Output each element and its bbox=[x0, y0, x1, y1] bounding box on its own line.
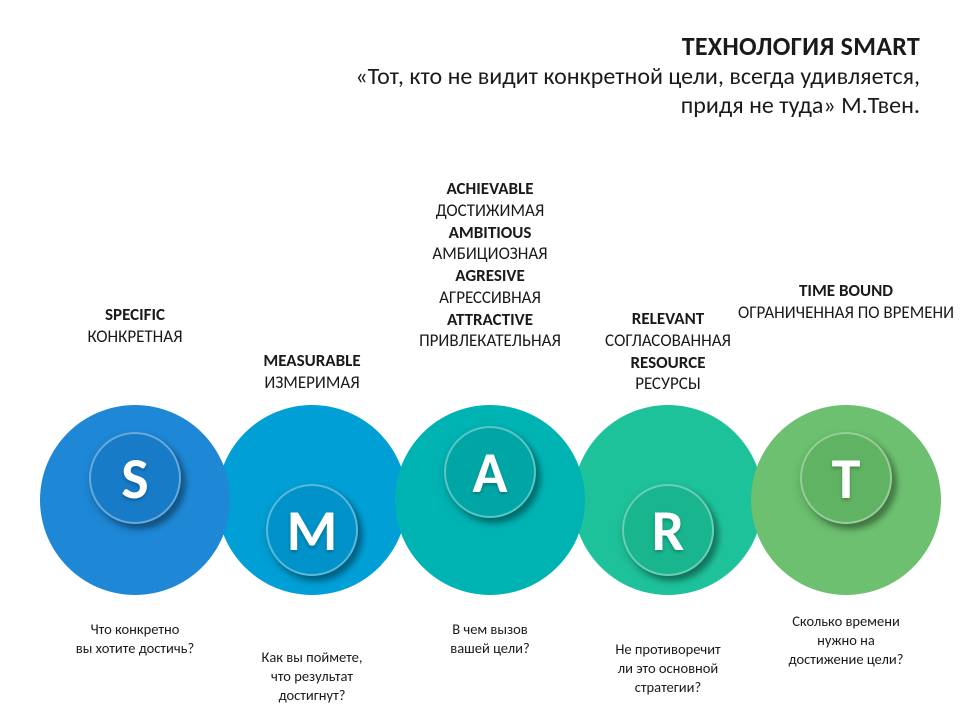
heading-ru-4-0: ОГРАНИЧЕННАЯ ПО ВРЕМЕНИ bbox=[731, 302, 960, 324]
heading-en-4-0: TIME BOUND bbox=[731, 280, 960, 302]
question-0: Что конкретновы хотите достичь? bbox=[35, 620, 235, 658]
circle-inner-s: S bbox=[89, 432, 181, 524]
heading-ru-1-0: ИЗМЕРИМАЯ bbox=[197, 372, 427, 394]
heading-en-0-0: SPECIFIC bbox=[20, 304, 250, 326]
question-3-line2: ли это основной bbox=[568, 659, 768, 678]
question-3-line3: стратегии? bbox=[568, 678, 768, 697]
heading-block-0: SPECIFICКОНКРЕТНАЯ bbox=[20, 304, 250, 348]
page-subtitle-line1: «Тот, кто не видит конкретной цели, всег… bbox=[120, 62, 920, 91]
circle-letter-s: S bbox=[121, 443, 148, 514]
circle-inner-m: M bbox=[266, 484, 358, 576]
question-1-line3: достигнут? bbox=[212, 686, 412, 705]
circle-inner-a: A bbox=[444, 426, 536, 518]
heading-en-1-0: MEASURABLE bbox=[197, 350, 427, 372]
question-4-line1: Сколько времени bbox=[746, 612, 946, 631]
heading-en-3-1: RESOURCE bbox=[553, 352, 783, 374]
heading-ru-2-0: ДОСТИЖИМАЯ bbox=[375, 200, 605, 222]
question-3: Не противоречитли это основнойстратегии? bbox=[568, 640, 768, 697]
circle-inner-r: R bbox=[622, 484, 714, 576]
heading-en-2-1: AMBITIOUS bbox=[375, 222, 605, 244]
page-title: ТЕХНОЛОГИЯ SMART bbox=[120, 30, 920, 62]
question-2-line2: вашей цели? bbox=[390, 639, 590, 658]
question-1-line1: Как вы поймете, bbox=[212, 648, 412, 667]
question-3-line1: Не противоречит bbox=[568, 640, 768, 659]
question-0-line1: Что конкретно bbox=[35, 620, 235, 639]
page-subtitle-line2: придя не туда» М.Твен. bbox=[120, 91, 920, 120]
title-block: ТЕХНОЛОГИЯ SMART «Тот, кто не видит конк… bbox=[120, 30, 920, 120]
question-4: Сколько временинужно надостижение цели? bbox=[746, 612, 946, 669]
heading-en-2-2: AGRESIVE bbox=[375, 265, 605, 287]
circle-letter-m: M bbox=[287, 495, 338, 566]
heading-ru-2-1: АМБИЦИОЗНАЯ bbox=[375, 243, 605, 265]
question-1: Как вы поймете,что результатдостигнут? bbox=[212, 648, 412, 705]
heading-ru-2-2: АГРЕССИВНАЯ bbox=[375, 287, 605, 309]
question-0-line2: вы хотите достичь? bbox=[35, 639, 235, 658]
heading-block-1: MEASURABLEИЗМЕРИМАЯ bbox=[197, 350, 427, 394]
question-2-line1: В чем вызов bbox=[390, 620, 590, 639]
heading-block-4: TIME BOUNDОГРАНИЧЕННАЯ ПО ВРЕМЕНИ bbox=[731, 280, 960, 324]
question-4-line2: нужно на bbox=[746, 631, 946, 650]
heading-ru-3-1: РЕСУРСЫ bbox=[553, 373, 783, 395]
question-4-line3: достижение цели? bbox=[746, 650, 946, 669]
question-2: В чем вызоввашей цели? bbox=[390, 620, 590, 658]
heading-ru-3-0: СОГЛАСОВАННАЯ bbox=[553, 330, 783, 352]
heading-ru-0-0: КОНКРЕТНАЯ bbox=[20, 326, 250, 348]
circle-letter-a: A bbox=[472, 437, 507, 508]
smart-infographic: ТЕХНОЛОГИЯ SMART «Тот, кто не видит конк… bbox=[0, 0, 960, 720]
circle-letter-r: R bbox=[652, 495, 685, 566]
question-1-line2: что результат bbox=[212, 667, 412, 686]
circle-inner-t: T bbox=[800, 432, 892, 524]
circle-letter-t: T bbox=[832, 443, 861, 514]
heading-en-2-0: ACHIEVABLE bbox=[375, 178, 605, 200]
